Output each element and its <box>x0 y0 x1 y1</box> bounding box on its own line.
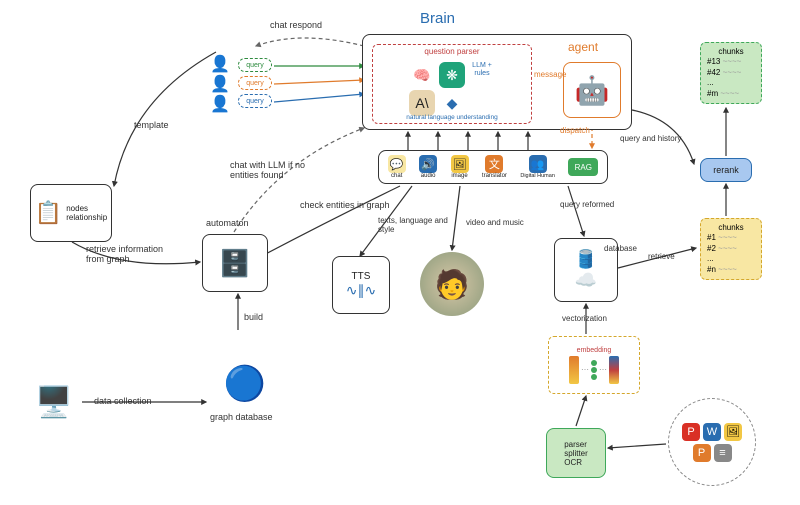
documents-circle: P W 🖼 P ≡ <box>668 398 756 486</box>
embedding-box: embedding ⋯ ⋯ <box>548 336 640 394</box>
chat-llm-label: chat with LLM if no entities found <box>230 160 305 180</box>
nodes-relationship-box: 📋 nodes relationship <box>30 184 112 242</box>
graph-database-label: graph database <box>210 412 273 422</box>
data-source-icon: 🖥️ <box>28 380 80 424</box>
audio-tool-icon: 🔊 <box>419 155 437 173</box>
automaton-box: 🗄️ <box>202 234 268 292</box>
query-pill-2: query <box>238 76 272 90</box>
vectorization-label: vectorization <box>562 314 607 323</box>
query-pill-1: query <box>238 58 272 72</box>
message-label: message <box>534 70 566 79</box>
brain-icon: 🧠 <box>409 62 435 88</box>
video-music-label: video and music <box>466 218 524 227</box>
agent-label: agent <box>568 40 598 54</box>
chunks-green-box: chunks #13 ~~~~ #42 ~~~~ ... #m ~~~~ <box>700 42 762 104</box>
nlu-label: natural language understanding <box>406 114 497 121</box>
pdf-icon: P <box>682 423 700 441</box>
ppt-icon: P <box>693 444 711 462</box>
rag-tool-icon: RAG <box>568 158 598 176</box>
tts-box: TTS ∿∥∿ <box>332 256 390 314</box>
user-avatar-1: 👤 <box>210 54 230 74</box>
texts-lang-label: texts, language and style <box>378 216 448 234</box>
txt-icon: ≡ <box>714 444 732 462</box>
build-label: build <box>244 312 263 322</box>
question-parser-box: question parser 🧠 ❋ LLM + rules A\ ◆ nat… <box>372 44 532 124</box>
template-label: template <box>134 120 169 130</box>
retrieve-graph-label: retrieve information from graph <box>86 244 163 264</box>
database-label: database <box>604 244 637 253</box>
user-avatar-2: 👤 <box>210 74 230 94</box>
digital-human-icon: 👥 <box>529 155 547 173</box>
dispatch-label: dispatch <box>560 126 590 135</box>
rerank-box: rerank <box>700 158 752 182</box>
data-collection-label: data collection <box>94 396 152 406</box>
agent-icon: 🤖 <box>563 62 621 118</box>
chat-tool-icon: 💬 <box>388 155 406 173</box>
parser-splitter-box: parser splitter OCR <box>546 428 606 478</box>
brain-title: Brain <box>420 10 455 27</box>
query-history-label: query and history <box>620 134 681 143</box>
anthropic-icon: A\ <box>409 90 435 116</box>
automaton-label: automaton <box>206 218 249 228</box>
portrait-icon: 🧑 <box>420 252 484 316</box>
graph-database-icon: 🔵 <box>210 356 280 412</box>
toolbar-box: 💬chat 🔊audio 🖼image 文translator 👥Digital… <box>378 150 608 184</box>
image-tool-icon: 🖼 <box>451 155 469 173</box>
cube-icon: ◆ <box>439 90 465 116</box>
word-icon: W <box>703 423 721 441</box>
image-file-icon: 🖼 <box>724 423 742 441</box>
user-avatar-3: 👤 <box>210 94 230 114</box>
translator-tool-icon: 文 <box>485 155 503 173</box>
check-entities-label: check entities in graph <box>300 200 390 210</box>
chat-respond-label: chat respond <box>270 20 322 30</box>
openai-icon: ❋ <box>439 62 465 88</box>
query-pill-3: query <box>238 94 272 108</box>
question-parser-label: question parser <box>424 47 479 56</box>
chunks-yellow-box: chunks #1 ~~~~ #2 ~~~~ ... #n ~~~~ <box>700 218 762 280</box>
query-reformed-label: query reformed <box>560 200 614 209</box>
llm-rules-label: LLM + rules <box>469 62 495 88</box>
retrieve-label: retrieve <box>648 252 675 261</box>
